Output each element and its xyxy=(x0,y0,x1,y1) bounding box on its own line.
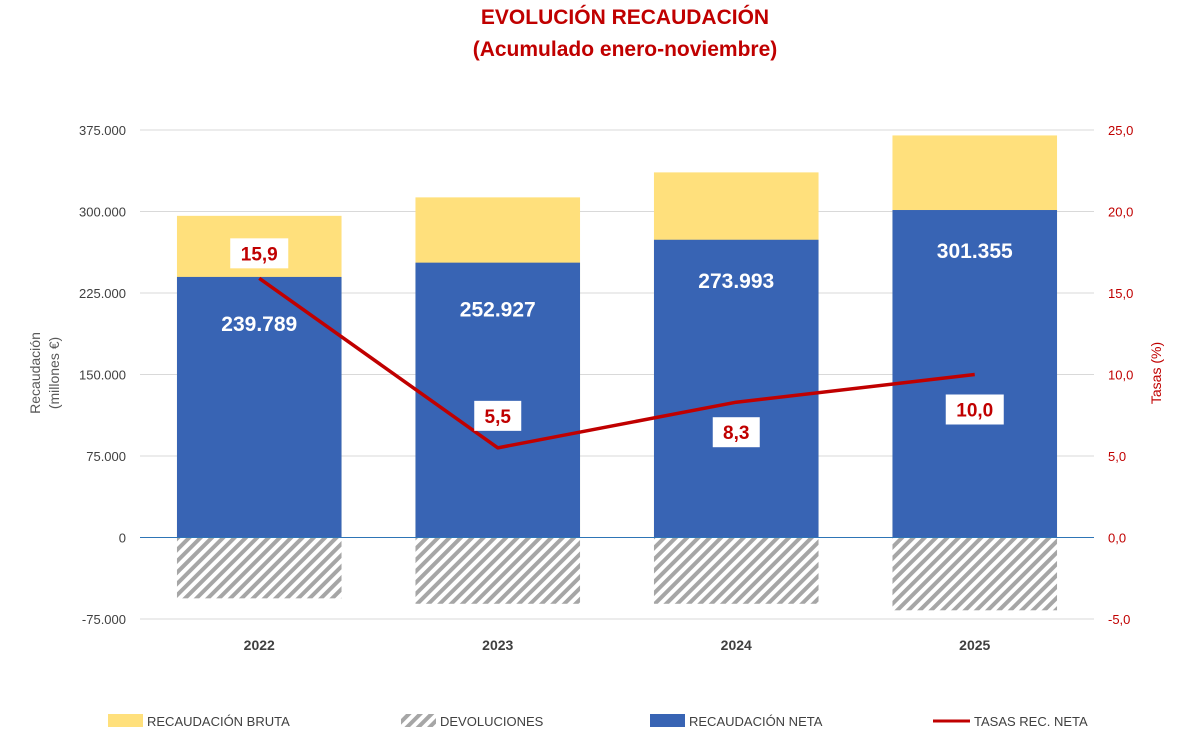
rate-label-box xyxy=(945,394,1004,425)
legend: RECAUDACIÓN BRUTA DEVOLUCIONES RECAUDACI… xyxy=(108,714,1088,729)
y2-tick-label: 15,0 xyxy=(1108,286,1133,301)
y-tick-label: 225.000 xyxy=(79,286,126,301)
x-category-label: 2024 xyxy=(721,637,752,653)
y-tick-label: 300.000 xyxy=(79,205,126,220)
bar-value-label: 273.993 xyxy=(698,270,774,293)
rate-label-box xyxy=(230,238,289,269)
y-axis-title-line1: Recaudación xyxy=(27,332,43,414)
y-tick-label: 0 xyxy=(119,531,126,546)
y2-tick-label: 10,0 xyxy=(1108,368,1133,383)
x-category-label: 2023 xyxy=(482,637,513,653)
y-tick-label: 375.000 xyxy=(79,123,126,138)
chart-subtitle: (Acumulado enero-noviembre) xyxy=(473,38,778,61)
rate-label-box xyxy=(712,417,760,448)
x-category-label: 2022 xyxy=(244,637,275,653)
y2-tick-label: 0,0 xyxy=(1108,531,1126,546)
bar-recaudacion-neta xyxy=(653,239,819,538)
rate-value-label: 15,9 xyxy=(241,244,278,265)
legend-swatch-devoluciones xyxy=(401,714,436,727)
y2-tick-label: 25,0 xyxy=(1108,123,1133,138)
legend-swatch-bruta xyxy=(108,714,143,727)
bars: 239.789 252.927 273.993 301.355 xyxy=(176,135,1058,611)
x-category-label: 2025 xyxy=(959,637,990,653)
legend-label-devoluciones: DEVOLUCIONES xyxy=(440,714,544,729)
rate-value-label: 10,0 xyxy=(956,401,993,422)
category-labels: 2022 2023 2024 2025 xyxy=(244,637,991,653)
bar-devoluciones xyxy=(653,537,819,604)
y2-tick-label: 20,0 xyxy=(1108,205,1133,220)
bar-recaudacion-neta xyxy=(892,210,1058,538)
legend-label-bruta: RECAUDACIÓN BRUTA xyxy=(147,714,290,729)
rate-value-label: 5,5 xyxy=(485,407,512,428)
bar-value-label: 301.355 xyxy=(937,240,1013,263)
y-tick-label: 75.000 xyxy=(86,449,126,464)
y-axis-right: 25,0 20,0 15,0 10,0 5,0 0,0 -5,0 xyxy=(1108,123,1133,627)
bar-recaudacion-neta xyxy=(176,276,342,538)
legend-label-neta: RECAUDACIÓN NETA xyxy=(689,714,823,729)
y-axis-title-line2: (millones €) xyxy=(46,337,62,409)
rate-line: 15,9 5,5 8,3 10,0 xyxy=(230,238,1004,450)
bar-value-label: 252.927 xyxy=(460,299,536,322)
legend-swatch-neta xyxy=(650,714,685,727)
bar-recaudacion-neta xyxy=(415,262,581,538)
legend-label-tasas: TASAS REC. NETA xyxy=(974,714,1088,729)
y-tick-label: -75.000 xyxy=(82,612,126,627)
bar-devoluciones xyxy=(892,537,1058,611)
chart-title: EVOLUCIÓN RECAUDACIÓN xyxy=(481,5,769,29)
y-axis-left: 375.000 300.000 225.000 150.000 75.000 0 -75.0… xyxy=(79,123,126,627)
rate-value-label: 8,3 xyxy=(723,423,749,444)
rate-series-line xyxy=(258,276,975,450)
bar-devoluciones xyxy=(176,537,342,599)
y-tick-label: 150.000 xyxy=(79,368,126,383)
y2-axis-title: Tasas (%) xyxy=(1148,342,1164,404)
bar-value-label: 239.789 xyxy=(221,313,297,336)
rate-label-box xyxy=(474,400,522,431)
y2-tick-label: -5,0 xyxy=(1108,612,1130,627)
y2-tick-label: 5,0 xyxy=(1108,449,1126,464)
bar-devoluciones xyxy=(415,537,581,604)
